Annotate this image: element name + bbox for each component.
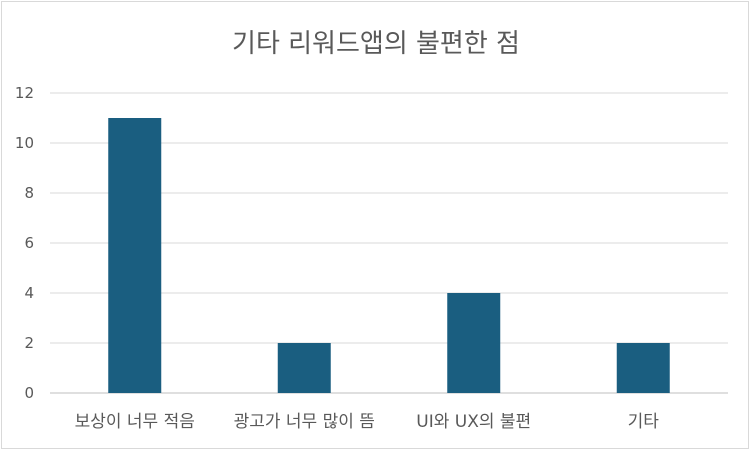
y-tick-label: 6 [24,234,34,252]
x-axis-labels: 보상이 너무 적음 광고가 너무 많이 뜸 UI와 UX의 불편 기타 [75,412,660,432]
bar-4 [616,343,670,393]
x-category-label: 광고가 너무 많이 뜸 [234,412,375,432]
y-axis-ticks: 0 2 4 6 8 10 12 [15,84,34,402]
y-tick-label: 8 [24,184,34,202]
bars [108,118,670,393]
y-tick-label: 2 [24,334,34,352]
y-tick-label: 10 [15,134,34,152]
x-category-label: 기타 [628,412,660,432]
x-category-label: UI와 UX의 불편 [416,412,531,432]
bar-2 [277,343,331,393]
x-category-label: 보상이 너무 적음 [75,412,195,432]
y-tick-label: 4 [24,284,34,302]
y-tick-label: 0 [24,384,34,402]
bar-3 [447,293,501,393]
chart-title: 기타 리워드앱의 불편한 점 [232,29,520,59]
bar-1 [108,118,162,393]
y-tick-label: 12 [15,84,34,102]
gridlines [50,92,728,394]
